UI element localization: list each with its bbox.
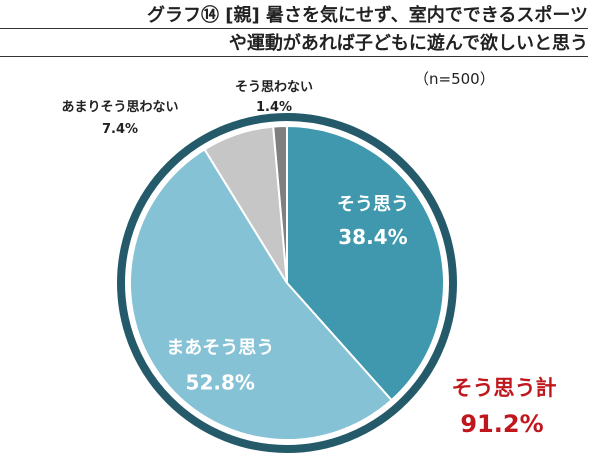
total-annotation-value: 91.2%: [460, 410, 543, 438]
slice-value-rarely-agree: 7.4%: [101, 122, 139, 137]
sample-size-note: （n=500）: [414, 70, 495, 88]
slice-value-disagree: 1.4%: [255, 100, 293, 115]
slice-label-somewhat-agree: まあそう思う: [166, 337, 274, 358]
slice-label-rarely-agree: あまりそう思わない: [61, 100, 179, 115]
pie-slice-disagree: [272, 124, 288, 284]
slice-label-agree: そう思う: [337, 194, 409, 215]
slice-value-agree: 38.4%: [338, 225, 407, 249]
chart-title-line-2: や運動があれば子どもに遊んで欲しいと思う: [0, 32, 588, 57]
slice-label-disagree: そう思わない: [234, 80, 313, 95]
slice-value-somewhat-agree: 52.8%: [186, 370, 255, 394]
outer-ring: [117, 113, 457, 453]
pie-slice-somewhat-agree: [129, 148, 393, 441]
pie-slice-agree: [286, 124, 445, 402]
chart-title-line-1: グラフ⑭ [親] 暑さを気にせず、室内でできるスポーツ: [0, 4, 588, 29]
total-annotation-label: そう思う計: [452, 376, 557, 400]
